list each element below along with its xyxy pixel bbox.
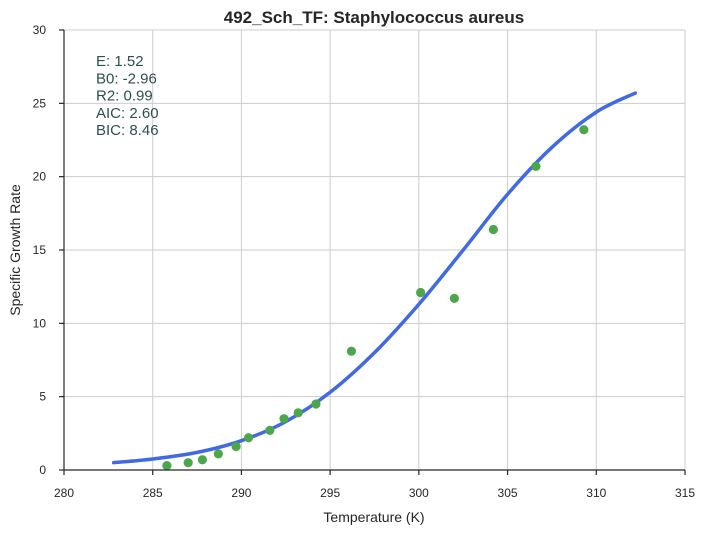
axes: 280 285 290 295 300 305 310 315 0 5 10 15 20 25 30 <box>33 23 696 500</box>
x-tick-label: 315 <box>675 486 695 500</box>
stat-line: BIC: 8.46 <box>96 122 159 139</box>
data-point <box>346 346 357 356</box>
data-point <box>265 425 275 435</box>
data-point <box>488 224 498 235</box>
y-tick-label: 20 <box>33 170 47 184</box>
y-tick-label: 25 <box>33 96 47 110</box>
fit-curve <box>111 91 638 465</box>
data-points <box>162 125 589 471</box>
x-tick-label: 310 <box>586 486 606 500</box>
grid <box>64 29 686 470</box>
y-tick-label: 10 <box>33 316 47 330</box>
chart-title: 492_Sch_TF: Staphylococcus aureus <box>224 8 524 27</box>
x-tick-label: 280 <box>54 486 74 500</box>
y-tick-label: 15 <box>33 243 47 257</box>
data-point <box>449 293 459 303</box>
data-point <box>183 458 193 468</box>
x-tick-label: 290 <box>231 486 251 500</box>
data-point <box>579 125 589 135</box>
x-tick-label: 300 <box>409 486 429 500</box>
stat-line: AIC: 2.60 <box>96 105 159 122</box>
x-tick-label: 285 <box>143 486 163 500</box>
data-point <box>293 408 303 418</box>
x-axis-label: Temperature (K) <box>323 509 424 525</box>
data-point <box>162 461 172 471</box>
stat-line: R2: 0.99 <box>96 88 153 105</box>
x-tick-label: 295 <box>320 486 340 500</box>
fit-curve-layer <box>111 91 638 465</box>
y-tick-label: 0 <box>39 463 46 477</box>
y-axis-label: Specific Growth Rate <box>7 184 23 316</box>
data-point <box>243 433 254 443</box>
stat-line: B0: -2.96 <box>96 70 157 87</box>
data-point <box>416 287 426 298</box>
data-point <box>531 161 541 171</box>
data-point <box>213 449 223 459</box>
stat-line: E: 1.52 <box>96 53 144 70</box>
y-tick-label: 5 <box>39 390 46 404</box>
data-point <box>279 414 289 424</box>
data-point <box>197 455 207 465</box>
data-point <box>231 441 241 452</box>
x-tick-label: 305 <box>498 486 518 500</box>
data-point <box>311 399 321 409</box>
y-tick-label: 30 <box>33 23 47 37</box>
